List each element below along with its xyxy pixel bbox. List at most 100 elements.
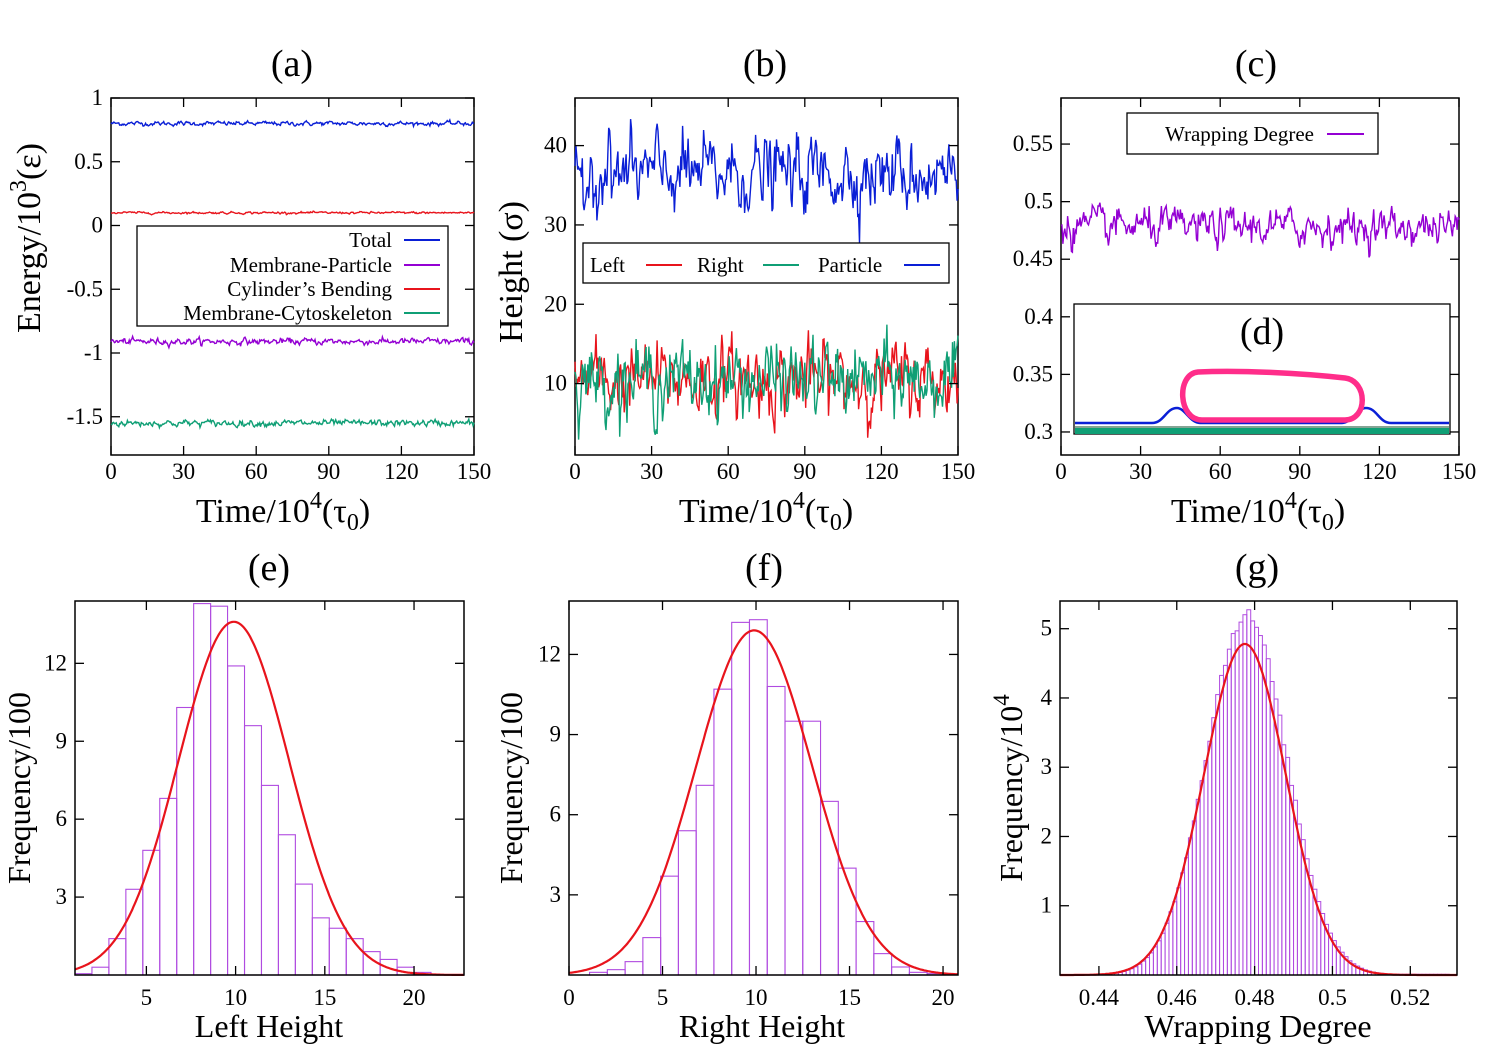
panel-b-ylabel: Height (σ): [493, 201, 530, 343]
gaussian-fit-curve: [568, 629, 959, 976]
y-tick-label: 3: [550, 882, 562, 907]
histogram-bar: [1273, 698, 1279, 976]
histogram-bar: [1254, 626, 1259, 976]
series-line-wrapping-degree: [1060, 202, 1460, 258]
x-tick-label: 30: [172, 459, 195, 484]
x-tick-label: 60: [717, 459, 740, 484]
histogram-bar: [1199, 780, 1205, 976]
x-tick-label: 0.44: [1079, 985, 1120, 1010]
histogram-bar: [1219, 674, 1224, 976]
panel-g-ylabel: Frequency/104: [989, 694, 1029, 882]
histogram-bar: [1187, 837, 1193, 976]
histogram-bar: [802, 720, 822, 976]
y-tick-label: 9: [56, 728, 68, 753]
x-tick-label: 120: [384, 459, 419, 484]
legend-b-particle: Particle: [818, 253, 882, 277]
panel-a-ticks: 0 30 60 90 120 150 1 0.5 0 -0.5 -1 -1.5: [67, 85, 492, 484]
histogram-bar: [1261, 644, 1267, 976]
y-tick-label: 0.35: [1013, 361, 1053, 386]
histogram-bar: [243, 725, 263, 976]
panel-e-frame: [74, 600, 465, 976]
panel-f-fit: [568, 629, 959, 976]
histogram-bar: [748, 619, 768, 976]
series-line-left: [574, 330, 959, 438]
legend-c-wrapping-degree: Wrapping Degree: [1165, 122, 1314, 146]
legend-a-total: Total: [349, 228, 392, 252]
x-tick-label: 0.52: [1390, 985, 1430, 1010]
x-tick-label: 150: [1442, 459, 1477, 484]
y-tick-label: 2: [1041, 823, 1053, 848]
y-tick-label: 0.3: [1024, 419, 1053, 444]
histogram-bar: [1156, 940, 1162, 976]
y-tick-label: 6: [550, 802, 562, 827]
inset-d-label: (d): [1240, 311, 1284, 353]
y-tick-label: 40: [544, 133, 567, 158]
panel-c-frame: [1060, 97, 1460, 456]
panel-c-xlabel: Time/104(τ0): [1171, 488, 1345, 536]
histogram-bar: [1133, 966, 1139, 976]
histogram-bar: [1172, 901, 1178, 976]
panel-b-ticks: 0 30 60 90 120 150 10 20 30 40: [544, 98, 975, 484]
panel-f-ticks: 0 5 10 15 20 3 6 9 12: [538, 601, 958, 1010]
histogram-bar: [1211, 717, 1217, 976]
panel-a-frame: [110, 97, 475, 456]
y-tick-label: 12: [44, 650, 67, 675]
panel-a-ylabel: Energy/103(ε): [6, 143, 48, 333]
histogram-bar: [1195, 798, 1201, 976]
y-tick-label: 4: [1041, 685, 1053, 710]
histogram-bar: [1168, 911, 1174, 976]
series-line-cylinder-s-bending: [111, 210, 475, 216]
x-tick-label: 15: [313, 985, 336, 1010]
panel-f-xlabel: Right Height: [679, 1008, 845, 1044]
histogram-bar: [1238, 621, 1244, 976]
x-tick-label: 150: [457, 459, 492, 484]
y-tick-label: 0.45: [1013, 246, 1053, 271]
panel-b-legend: Left Right Particle: [582, 242, 950, 284]
histogram-bar: [713, 688, 733, 976]
histogram-bar: [227, 665, 246, 976]
inset-d-cytoskeleton: [1075, 428, 1449, 434]
histogram-bar: [1226, 648, 1232, 976]
x-tick-label: 120: [1362, 459, 1397, 484]
series-line-right: [574, 324, 959, 440]
y-tick-label: 0.5: [1024, 189, 1053, 214]
series-line-total: [110, 118, 475, 129]
panel-a-series: [110, 118, 475, 431]
y-tick-label: 12: [538, 641, 561, 666]
histogram-bar: [660, 875, 679, 976]
y-tick-label: -1: [84, 340, 103, 365]
x-tick-label: 0: [569, 459, 581, 484]
x-tick-label: 15: [838, 985, 861, 1010]
y-tick-label: -1.5: [67, 404, 103, 429]
legend-a-cylinder-bending: Cylinder’s Bending: [227, 277, 392, 301]
legend-b-right: Right: [697, 253, 744, 277]
panel-e: (e) 5 10 15 20 3 6 9 12 Left Height Frequency/1…: [1, 547, 465, 1044]
panel-b-frame: [574, 97, 959, 456]
panel-f-ylabel: Frequency/100: [493, 692, 529, 884]
panel-a-xlabel: Time/104(τ0): [196, 488, 370, 536]
histogram-bar: [1258, 635, 1263, 976]
histogram-bar: [311, 917, 330, 976]
histogram-bar: [695, 784, 715, 976]
histogram-bar: [606, 969, 626, 976]
legend-a-membrane-cytoskeleton: Membrane-Cytoskeleton: [183, 301, 392, 325]
y-tick-label: 6: [56, 806, 68, 831]
legend-a-membrane-particle: Membrane-Particle: [230, 253, 392, 277]
x-tick-label: 0: [563, 985, 575, 1010]
panel-c-ticks: 0 30 60 90 120 150 0.55 0.5 0.45 0.4 0.35 0.3: [1013, 98, 1477, 484]
histogram-bar: [1129, 968, 1135, 976]
panel-b-label: (b): [743, 43, 787, 85]
histogram-bar: [1191, 820, 1197, 976]
x-tick-label: 90: [793, 459, 816, 484]
panel-c-series: [1060, 202, 1460, 258]
y-tick-label: 0.4: [1024, 304, 1053, 329]
histogram-bar: [91, 966, 110, 976]
x-tick-label: 0.48: [1234, 985, 1274, 1010]
histogram-bar: [837, 867, 857, 976]
histogram-bar: [1149, 952, 1154, 976]
histogram-bar: [1145, 957, 1151, 976]
histogram-bar: [766, 685, 786, 976]
inset-d-particle: [1180, 368, 1365, 423]
histogram-bar: [642, 937, 662, 976]
